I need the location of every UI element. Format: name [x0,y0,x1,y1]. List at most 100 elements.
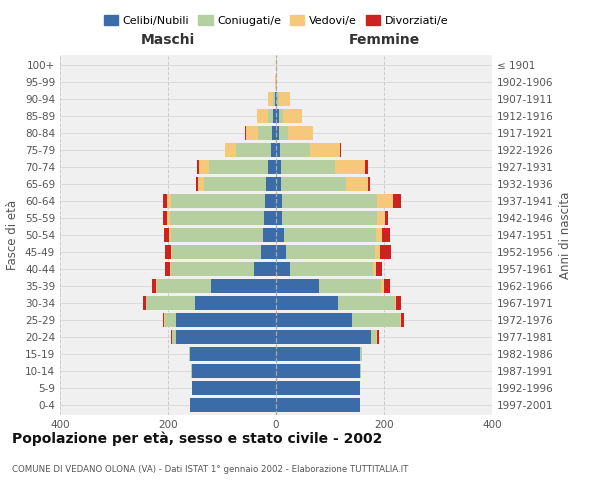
Text: Femmine: Femmine [349,32,419,46]
Bar [277,92,278,106]
Bar [371,330,376,344]
Bar [352,313,400,327]
Bar [397,296,401,310]
Bar [377,330,379,344]
Bar [276,313,352,327]
Bar [172,245,261,259]
Bar [290,262,373,276]
Bar [264,211,276,225]
Bar [382,279,384,293]
Bar [310,143,340,157]
Bar [272,126,276,140]
Bar [284,228,376,242]
Bar [176,313,276,327]
Bar [190,398,276,412]
Bar [266,177,276,191]
Bar [280,143,310,157]
Bar [261,245,276,259]
Bar [276,330,371,344]
Y-axis label: Fasce di età: Fasce di età [7,200,19,270]
Bar [338,296,395,310]
Bar [170,211,264,225]
Bar [276,75,277,89]
Bar [166,313,176,327]
Text: Popolazione per età, sesso e stato civile - 2002: Popolazione per età, sesso e stato civil… [12,431,382,446]
Bar [276,126,278,140]
Bar [171,228,263,242]
Bar [258,126,272,140]
Bar [376,330,377,344]
Bar [283,109,302,123]
Bar [268,109,274,123]
Bar [193,364,276,378]
Bar [276,381,360,395]
Bar [276,245,286,259]
Bar [384,279,391,293]
Bar [171,330,172,344]
Text: COMUNE DI VEDANO OLONA (VA) - Dati ISTAT 1° gennaio 2002 - Elaborazione TUTTITAL: COMUNE DI VEDANO OLONA (VA) - Dati ISTAT… [12,466,409,474]
Bar [224,143,235,157]
Bar [276,398,360,412]
Bar [165,262,170,276]
Bar [236,143,271,157]
Bar [268,92,274,106]
Bar [245,126,247,140]
Bar [276,109,278,123]
Bar [171,245,172,259]
Bar [275,92,276,106]
Bar [274,92,275,106]
Bar [274,109,276,123]
Bar [254,262,276,276]
Bar [281,160,335,174]
Bar [152,279,156,293]
Bar [377,211,385,225]
Bar [283,194,377,208]
Bar [360,364,361,378]
Bar [278,92,290,106]
Bar [395,296,397,310]
Bar [163,211,167,225]
Legend: Celibi/Nubili, Coniugati/e, Vedovi/e, Divorziati/e: Celibi/Nubili, Coniugati/e, Vedovi/e, Di… [100,10,452,30]
Bar [276,364,360,378]
Bar [172,330,176,344]
Bar [198,177,204,191]
Bar [265,194,276,208]
Bar [163,194,167,208]
Bar [385,211,388,225]
Bar [283,211,377,225]
Bar [335,160,365,174]
Bar [163,313,164,327]
Bar [286,245,375,259]
Bar [346,177,368,191]
Bar [340,143,341,157]
Bar [164,228,169,242]
Bar [268,160,276,174]
Bar [188,347,190,361]
Bar [176,330,276,344]
Text: Maschi: Maschi [141,32,195,46]
Bar [375,245,380,259]
Bar [393,194,401,208]
Bar [289,126,313,140]
Bar [276,211,283,225]
Bar [204,177,266,191]
Bar [276,160,281,174]
Y-axis label: Anni di nascita: Anni di nascita [559,192,572,278]
Bar [190,347,276,361]
Bar [278,126,289,140]
Bar [199,160,209,174]
Bar [276,194,283,208]
Bar [401,313,404,327]
Bar [171,262,254,276]
Bar [319,279,382,293]
Bar [191,364,193,378]
Bar [377,194,393,208]
Bar [276,262,290,276]
Bar [193,381,276,395]
Bar [276,228,284,242]
Bar [166,245,171,259]
Bar [276,177,281,191]
Bar [169,228,171,242]
Bar [276,347,360,361]
Bar [373,262,376,276]
